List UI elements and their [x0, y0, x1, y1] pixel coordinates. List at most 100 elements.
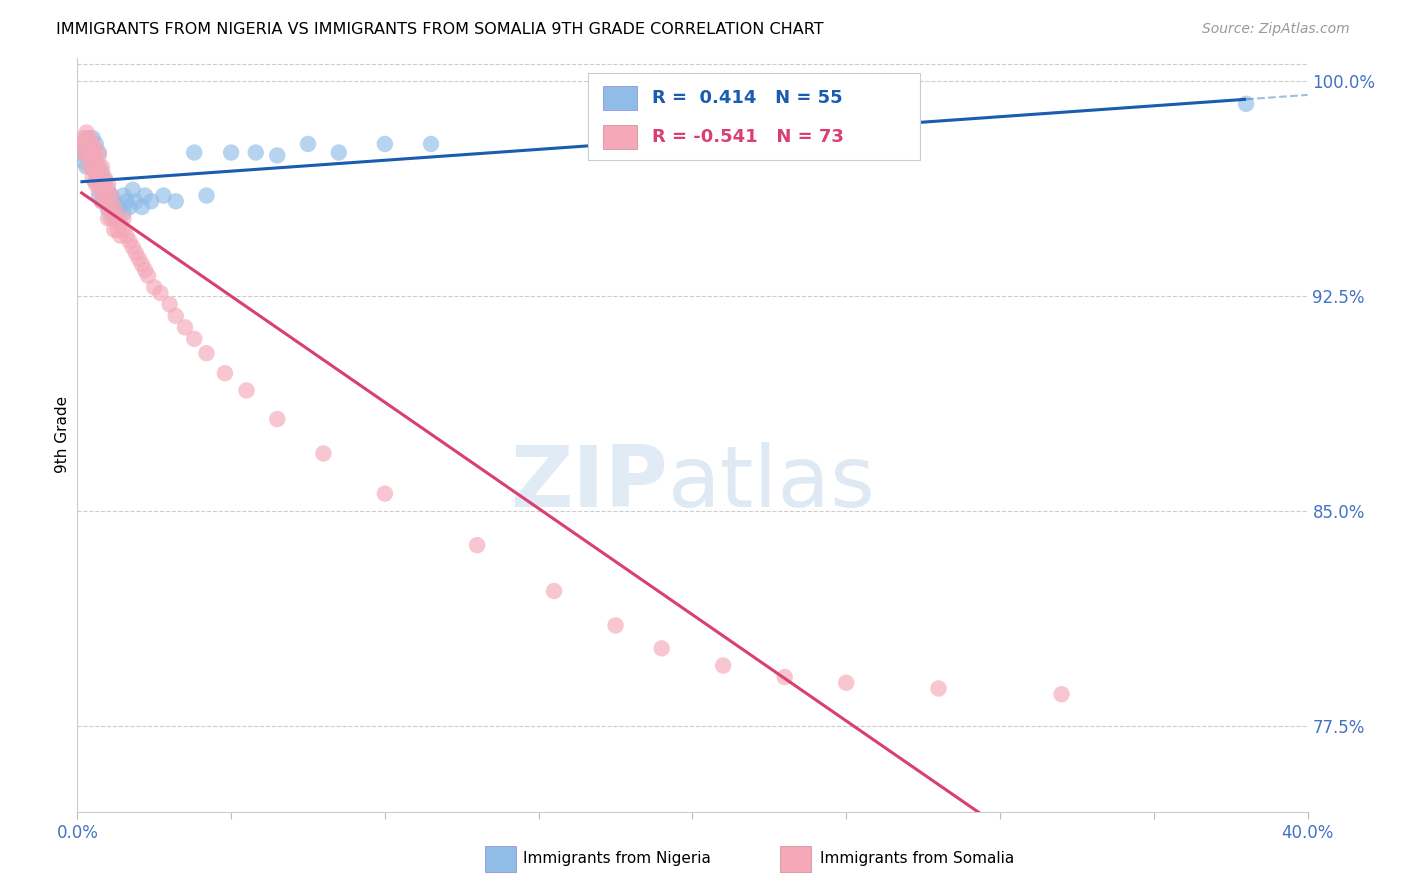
Text: atlas: atlas: [668, 442, 876, 525]
Point: [105, 223, 128, 237]
Point: [328, 145, 350, 160]
Point: [94, 183, 117, 197]
Point: [84, 136, 107, 151]
Point: [76, 145, 98, 160]
Point: [420, 136, 443, 151]
Point: [87, 160, 110, 174]
Point: [87, 160, 110, 174]
Point: [159, 297, 181, 311]
Point: [131, 257, 153, 271]
Point: [297, 136, 319, 151]
Point: [87, 171, 110, 186]
Point: [1234, 96, 1257, 111]
Point: [374, 486, 396, 500]
FancyBboxPatch shape: [603, 87, 637, 111]
Point: [465, 538, 488, 552]
Point: [118, 235, 141, 249]
Point: [118, 200, 141, 214]
Point: [72, 136, 94, 151]
Point: [121, 240, 143, 254]
Point: [69, 145, 91, 160]
Point: [82, 171, 104, 186]
Point: [773, 670, 796, 684]
Point: [87, 183, 110, 197]
Point: [72, 145, 94, 160]
Point: [100, 188, 122, 202]
Point: [90, 183, 114, 197]
Point: [266, 148, 288, 162]
Point: [76, 160, 98, 174]
Point: [543, 584, 565, 599]
Point: [134, 263, 156, 277]
Point: [115, 228, 138, 243]
Point: [94, 194, 117, 209]
Point: [115, 194, 138, 209]
Text: R =  0.414   N = 55: R = 0.414 N = 55: [652, 89, 842, 107]
Point: [112, 188, 135, 202]
Point: [82, 160, 104, 174]
Text: Source: ZipAtlas.com: Source: ZipAtlas.com: [1202, 22, 1350, 37]
Point: [90, 171, 114, 186]
Text: IMMIGRANTS FROM NIGERIA VS IMMIGRANTS FROM SOMALIA 9TH GRADE CORRELATION CHART: IMMIGRANTS FROM NIGERIA VS IMMIGRANTS FR…: [56, 22, 824, 37]
Point: [97, 177, 120, 191]
Point: [79, 148, 101, 162]
Point: [219, 145, 242, 160]
Point: [103, 200, 125, 214]
Point: [195, 188, 218, 202]
Point: [105, 211, 128, 226]
Text: ZIP: ZIP: [510, 442, 668, 525]
Point: [84, 154, 107, 169]
Point: [97, 202, 120, 217]
Point: [90, 194, 114, 209]
Point: [183, 145, 205, 160]
Point: [97, 200, 120, 214]
Point: [214, 366, 236, 380]
Text: Immigrants from Nigeria: Immigrants from Nigeria: [523, 852, 711, 866]
Text: Immigrants from Somalia: Immigrants from Somalia: [820, 852, 1014, 866]
Point: [105, 200, 128, 214]
Point: [174, 320, 197, 334]
Point: [136, 268, 159, 283]
Point: [835, 675, 858, 690]
Point: [76, 148, 98, 162]
Point: [87, 148, 110, 162]
Point: [128, 252, 150, 266]
Point: [84, 177, 107, 191]
Point: [711, 658, 734, 673]
Point: [605, 136, 627, 151]
Point: [90, 160, 114, 174]
Point: [84, 174, 107, 188]
Point: [72, 131, 94, 145]
Point: [97, 194, 120, 209]
Point: [82, 148, 104, 162]
Point: [76, 131, 98, 145]
Point: [266, 412, 288, 426]
Point: [1050, 687, 1073, 701]
Point: [235, 384, 257, 398]
Point: [131, 200, 153, 214]
Point: [374, 136, 396, 151]
Point: [143, 280, 166, 294]
Point: [110, 217, 132, 231]
Point: [152, 188, 174, 202]
Point: [100, 200, 122, 214]
Point: [100, 211, 122, 226]
Point: [245, 145, 267, 160]
Point: [134, 188, 156, 202]
Point: [183, 332, 205, 346]
Point: [195, 346, 218, 360]
Point: [312, 446, 335, 460]
Point: [87, 174, 110, 188]
Point: [103, 211, 125, 226]
Point: [100, 188, 122, 202]
Point: [165, 194, 187, 209]
Point: [112, 211, 135, 226]
Point: [87, 145, 110, 160]
Point: [928, 681, 950, 696]
Point: [112, 205, 135, 219]
Point: [82, 136, 104, 151]
Point: [90, 183, 114, 197]
Point: [79, 136, 101, 151]
Point: [84, 166, 107, 180]
Point: [125, 194, 148, 209]
